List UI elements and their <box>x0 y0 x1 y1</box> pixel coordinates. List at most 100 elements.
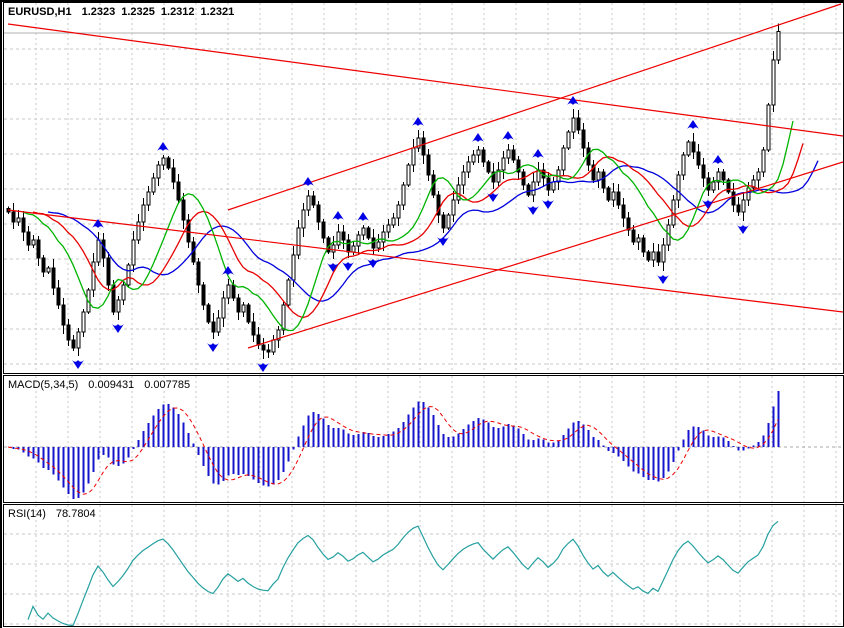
candles-layer[interactable] <box>6 23 781 359</box>
candle <box>576 117 581 131</box>
candle <box>426 154 431 176</box>
candle <box>506 149 511 159</box>
trend-line-descending-resistance-lower[interactable] <box>7 209 843 313</box>
fractal-down-arrow-icon <box>112 324 124 333</box>
candle <box>516 159 521 173</box>
macd-chart-canvas[interactable] <box>4 376 843 502</box>
candle <box>401 184 406 206</box>
candle <box>711 181 716 191</box>
fractal-up-arrow-icon <box>302 177 314 186</box>
candle <box>596 171 601 181</box>
candle <box>691 141 696 153</box>
candle <box>71 339 76 349</box>
candle <box>416 137 421 149</box>
fractals-layer <box>72 96 749 372</box>
main-grid <box>4 3 843 373</box>
rsi-chart-canvas[interactable] <box>4 505 843 626</box>
fractal-down-arrow-icon <box>487 193 499 202</box>
candle <box>281 304 286 331</box>
candle <box>136 221 141 241</box>
price-chart-canvas[interactable] <box>4 3 843 373</box>
candle <box>116 299 121 313</box>
candle <box>106 257 111 286</box>
fractal-up-arrow-icon <box>712 155 724 164</box>
candle <box>621 204 626 219</box>
candle <box>121 284 126 301</box>
candle <box>236 297 241 313</box>
candle <box>701 164 706 179</box>
macd-histogram-layer[interactable] <box>9 391 780 499</box>
candle <box>21 217 26 233</box>
rsi-indicator-pane[interactable]: RSI(14) 78.7804 <box>3 504 844 627</box>
candle <box>446 214 451 229</box>
alligator-lips-line[interactable] <box>22 120 794 332</box>
candle <box>276 329 281 341</box>
candle <box>591 164 596 181</box>
candle <box>16 217 21 223</box>
candle <box>26 231 31 246</box>
candle <box>51 267 56 289</box>
alligator-jaw-line[interactable] <box>47 160 819 302</box>
macd-signal-line[interactable] <box>7 406 779 495</box>
candle <box>36 239 41 259</box>
candle <box>721 171 726 181</box>
macd-grid <box>35 376 837 502</box>
fractal-up-arrow-icon <box>687 120 699 129</box>
candle <box>736 204 741 213</box>
candle <box>331 244 336 253</box>
candle <box>176 181 181 201</box>
rsi-line[interactable] <box>27 520 779 626</box>
candle <box>46 267 51 273</box>
candle <box>101 239 106 259</box>
candle <box>761 149 766 173</box>
candle <box>496 169 501 183</box>
candle <box>131 239 136 266</box>
trend-line-descending-resistance-upper[interactable] <box>7 23 843 137</box>
candle <box>611 191 616 201</box>
main-chart-pane[interactable]: EURUSD,H1 1.2323 1.2325 1.2312 1.2321 <box>3 2 844 374</box>
trend-line-ascending-support[interactable] <box>247 161 843 349</box>
candle <box>171 167 176 183</box>
candle <box>336 231 341 246</box>
candle <box>316 204 321 223</box>
candle <box>526 184 531 196</box>
candle <box>716 171 721 183</box>
candle <box>566 131 571 149</box>
candle <box>731 191 736 206</box>
candle <box>146 191 151 206</box>
fractal-up-arrow-icon <box>222 266 234 275</box>
candle <box>726 179 731 193</box>
candle <box>246 304 251 323</box>
candle <box>296 227 301 256</box>
candle <box>441 214 446 229</box>
candle <box>686 141 691 156</box>
candle <box>226 284 231 299</box>
macd-indicator-pane[interactable]: MACD(5,34,5) 0.009431 0.007785 <box>3 375 844 503</box>
candle <box>271 339 276 353</box>
fractal-down-arrow-icon <box>702 200 714 209</box>
candle <box>661 244 666 263</box>
candle <box>606 187 611 201</box>
candle <box>156 164 161 179</box>
candle <box>256 334 261 346</box>
candle <box>461 171 466 186</box>
fractal-down-arrow-icon <box>542 200 554 209</box>
candle <box>301 209 306 229</box>
candle <box>356 234 361 247</box>
fractal-down-arrow-icon <box>207 343 219 352</box>
candle <box>681 154 686 176</box>
candle <box>221 297 226 319</box>
candle <box>381 231 386 243</box>
fractal-down-arrow-icon <box>437 237 449 246</box>
trend-line-ascending-channel-steep[interactable] <box>227 3 842 211</box>
candle <box>361 227 366 236</box>
candle <box>436 194 441 216</box>
candle <box>751 179 756 189</box>
fractal-up-arrow-icon <box>357 212 369 221</box>
candle <box>391 217 396 226</box>
fractal-down-arrow-icon <box>327 263 339 272</box>
candle <box>41 257 46 273</box>
candle <box>76 331 81 349</box>
candle <box>311 195 316 206</box>
trend-lines-layer <box>7 3 843 349</box>
